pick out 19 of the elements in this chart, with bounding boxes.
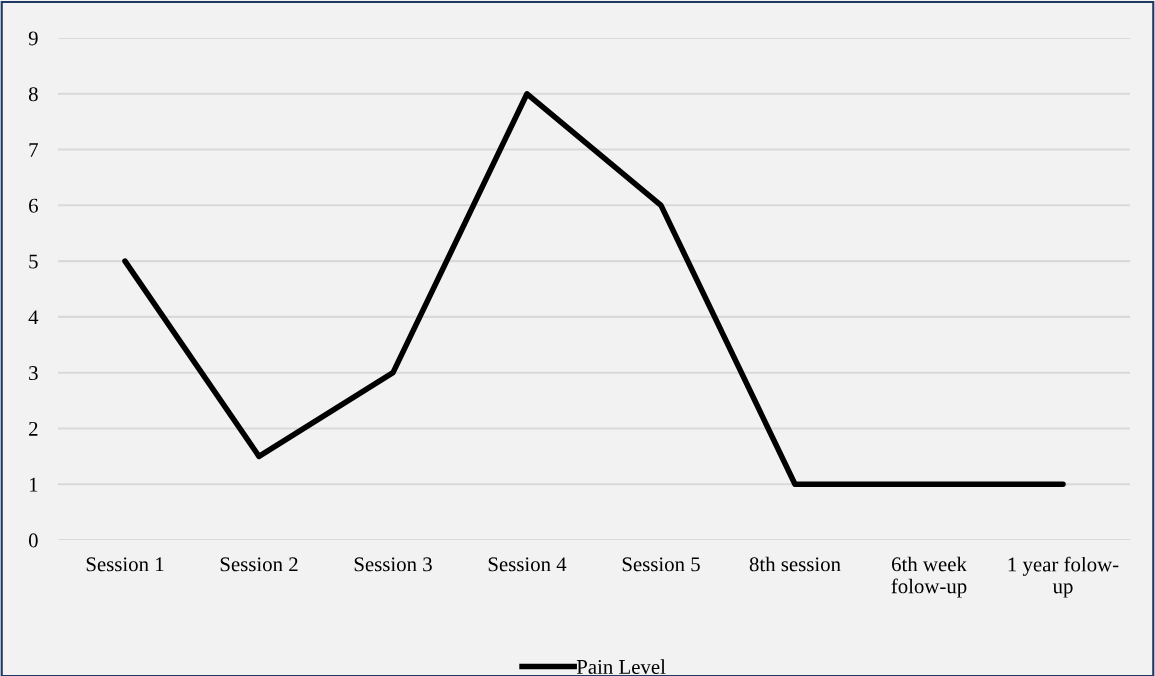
y-tick-label: 8: [28, 87, 38, 102]
y-tick-label: 5: [29, 254, 38, 269]
y-tick-label: 2: [29, 421, 38, 436]
x-tick-label: Session 4: [488, 557, 567, 572]
x-tick-label: Session 5: [622, 557, 700, 572]
y-tick-label: 9: [28, 31, 38, 46]
y-tick-label: 1: [29, 477, 38, 492]
x-tick-label: Session 1: [86, 557, 164, 572]
x-tick-label: 8th session: [749, 556, 841, 572]
y-tick-label: 4: [28, 310, 39, 325]
y-tick-label: 6: [29, 198, 38, 213]
x-tick-label: 1 year folow- up: [1008, 556, 1119, 598]
x-tick-label: Session 3: [354, 557, 432, 572]
legend-label: Pain Level: [576, 659, 666, 674]
x-tick-label: Session 2: [220, 557, 298, 572]
y-tick-label: 0: [28, 533, 38, 548]
x-tick-label: 6th week folow-up: [891, 556, 967, 598]
y-tick-label: 3: [29, 366, 38, 381]
y-tick-label: 7: [29, 143, 38, 157]
